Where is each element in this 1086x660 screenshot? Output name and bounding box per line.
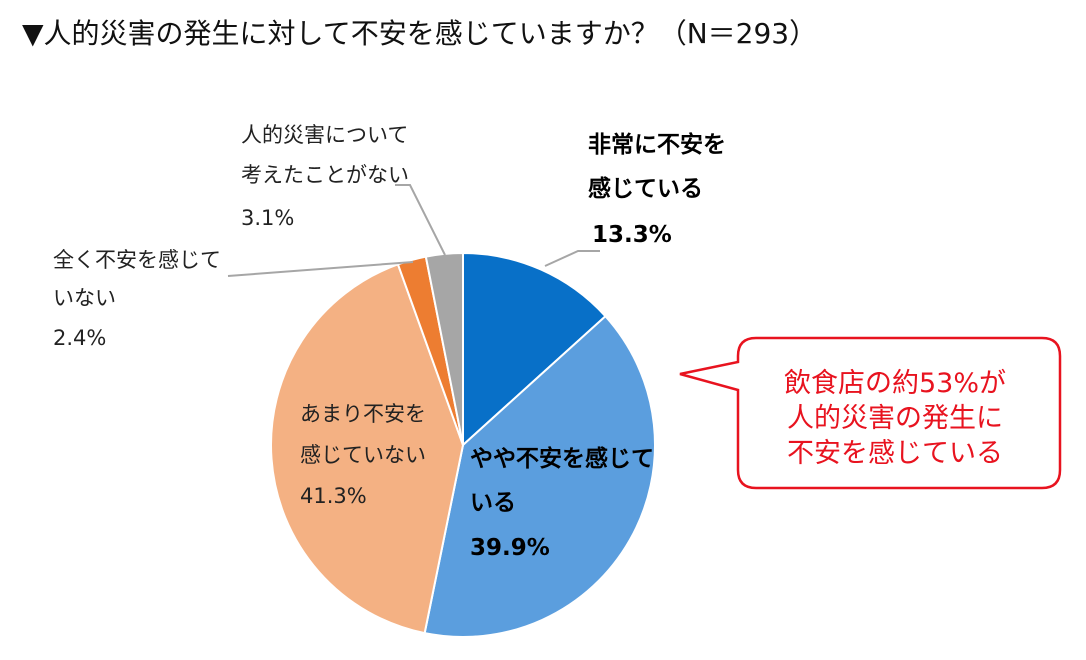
chart-title: ▼人的災害の発生に対して不安を感じていますか？（N＝293） [22,17,818,50]
label-s2-line2: いる [470,490,516,516]
callout-line-2: 人的災害の発生に [787,403,1003,434]
label-s3-line1: あまり不安を [300,402,426,426]
leader-line-s4 [227,261,414,277]
leader-line-s5 [395,184,446,256]
label-s5-pct: 3.1% [241,206,294,230]
label-s4-pct: 2.4% [53,326,106,350]
pie-slices [270,251,656,638]
callout-line-3: 不安を感じている [787,438,1003,469]
leader-line-s1 [544,250,600,267]
leader-lines [227,184,600,277]
label-s1-line1: 非常に不安を [588,131,726,158]
pie-slice-s2 [423,314,656,638]
callout-bubble [679,336,1062,490]
label-s4-line2: いない [53,286,116,310]
label-s3-pct: 41.3% [300,484,367,508]
callout-line-1: 飲食店の約53%が [784,368,1006,399]
callout-box: 飲食店の約53%が 人的災害の発生に 不安を感じている [679,336,1062,490]
pie-slice-s1 [462,251,607,448]
label-s3-line2: 感じていない [300,443,426,467]
label-s1-pct: 13.3% [592,222,672,248]
label-s4-line1: 全く不安を感じて [53,248,221,272]
label-s2-line1: やや不安を感じて [470,445,654,472]
label-s2-pct: 39.9% [470,535,550,561]
label-s1-line2: 感じている [588,175,703,202]
label-s5-line2: 考えたことがない [241,163,409,187]
label-s5-line1: 人的災害について [241,123,408,147]
pie-slice-s3 [270,263,465,635]
